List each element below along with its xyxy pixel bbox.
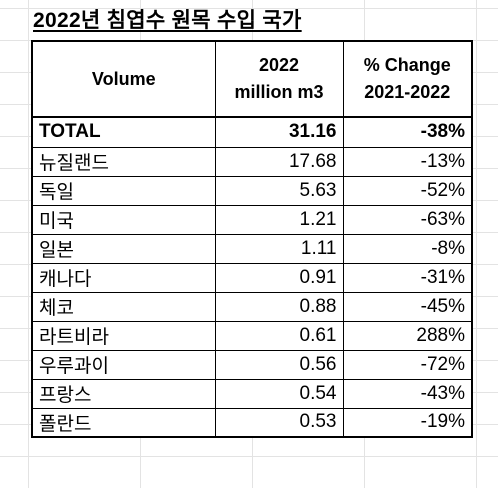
row-change-cell[interactable]: -52% [343,176,473,206]
row-name-cell[interactable]: 캐나다 [32,263,216,293]
table-row: 체코 0.88 -45% [32,292,473,322]
row-change-cell[interactable]: -38% [343,117,473,148]
row-name-cell[interactable]: 체코 [32,292,216,322]
row-volume-cell[interactable]: 5.63 [215,176,344,206]
row-change-cell[interactable]: -45% [343,292,473,322]
row-name-cell[interactable]: 미국 [32,205,216,235]
row-name-cell[interactable]: 일본 [32,234,216,264]
row-name-cell[interactable]: 독일 [32,176,216,206]
row-name-cell[interactable]: 프랑스 [32,379,216,409]
header-2022-volume[interactable]: 2022 million m3 [215,41,344,117]
table-row: 라트비라 0.61 288% [32,321,473,351]
row-name-cell[interactable]: 우루과이 [32,350,216,380]
row-change-cell[interactable]: -31% [343,263,473,293]
row-change-cell[interactable]: -43% [343,379,473,409]
row-name-cell[interactable]: 폴란드 [32,408,216,438]
row-volume-cell[interactable]: 0.91 [215,263,344,293]
table-row: 일본 1.11 -8% [32,234,473,264]
row-name-cell[interactable]: TOTAL [32,117,216,148]
row-volume-cell[interactable]: 1.21 [215,205,344,235]
row-change-cell[interactable]: -8% [343,234,473,264]
table-row: 프랑스 0.54 -43% [32,379,473,409]
row-volume-cell[interactable]: 17.68 [215,147,344,177]
row-volume-cell[interactable]: 0.54 [215,379,344,409]
header-volume[interactable]: Volume [32,41,216,117]
row-change-cell[interactable]: -63% [343,205,473,235]
table-row-total: TOTAL 31.16 -38% [32,117,473,148]
row-change-cell[interactable]: -72% [343,350,473,380]
header-2022-unit: million m3 [234,82,324,102]
row-volume-cell[interactable]: 0.53 [215,408,344,438]
row-change-cell[interactable]: 288% [343,321,473,351]
header-change-period: 2021-2022 [364,82,451,102]
row-name-cell[interactable]: 라트비라 [32,321,216,351]
row-volume-cell[interactable]: 0.56 [215,350,344,380]
row-change-cell[interactable]: -19% [343,408,473,438]
table-row: 독일 5.63 -52% [32,176,473,206]
import-volume-table: Volume 2022 million m3 % Change 2021-202… [31,40,473,438]
table-header-row: Volume 2022 million m3 % Change 2021-202… [32,41,473,117]
header-2022-year: 2022 [258,55,300,75]
table-row: 폴란드 0.53 -19% [32,408,473,438]
table-row: 뉴질랜드 17.68 -13% [32,147,473,177]
row-volume-cell[interactable]: 31.16 [215,117,344,148]
row-name-cell[interactable]: 뉴질랜드 [32,147,216,177]
row-volume-cell[interactable]: 0.88 [215,292,344,322]
table-row: 캐나다 0.91 -31% [32,263,473,293]
header-percent-change[interactable]: % Change 2021-2022 [343,41,473,117]
table-row: 우루과이 0.56 -72% [32,350,473,380]
header-change-label: % Change [363,55,451,75]
table-row: 미국 1.21 -63% [32,205,473,235]
row-change-cell[interactable]: -13% [343,147,473,177]
sheet-title: 2022년 침엽수 원목 수입 국가 [33,9,302,32]
row-volume-cell[interactable]: 1.11 [215,234,344,264]
row-volume-cell[interactable]: 0.61 [215,321,344,351]
